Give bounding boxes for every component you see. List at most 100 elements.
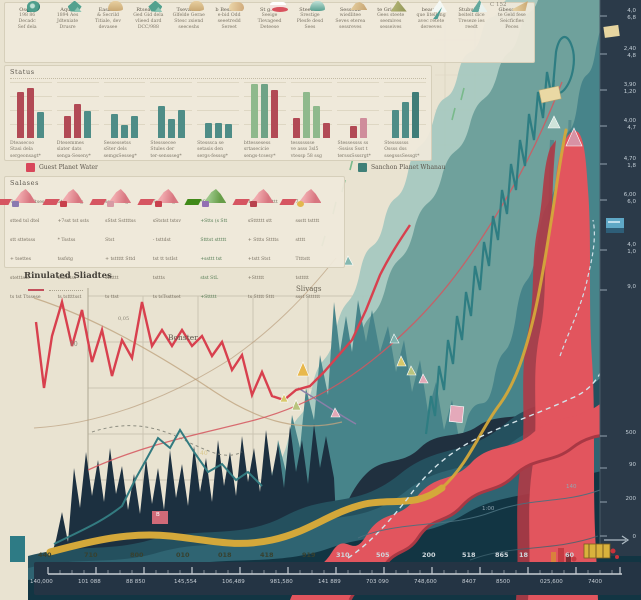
teal-zigzag-line [53,35,575,545]
icon-title: beaucit [421,7,441,13]
y-axis-label: 60 [70,341,78,348]
timeline-upper-label: 018 [218,551,232,559]
timeline-upper-label: 010 [176,551,190,559]
icon-title: Rtseat 18 [136,7,161,13]
salmon-item: 1 Sttt tstttttt sStttttt stt + Sttts Stt… [248,188,292,302]
icon-column: St ged? Seeige Tlevageed Deteese [249,6,289,62]
status-header: Status [10,68,35,76]
icon-column: Aqual 1894 Aes Jdteniate Drusre [47,6,87,62]
right-axis-label: 4,00 4,7 [623,118,636,131]
timeline-lower-label: 145,554 [174,579,197,585]
legend-red: Guest Planet Water [26,163,98,172]
icon-column: Osci 4 198 86 Decadc Sef dela [7,6,47,62]
accent-chip [154,201,162,207]
timeline-lower-label: 703 090 [366,579,389,585]
right-axis-label: 4,0 1,0 [627,242,636,255]
annotation-c152: C 152 [490,2,507,8]
icon-caption: 1894 Aes Jdteniate Drusre [56,13,79,31]
right-axis-label: 4,0 6,8 [627,8,636,21]
annotation-005: 0,05 [118,316,130,322]
mini-bar-chart: bttessesess srtasecicie sengs-tcsesy* [243,82,286,160]
mini-bar-chart: tessssssse ve asss 3sl5 vtessp 58 ssg [290,82,333,160]
right-axis-label: 0 [632,534,637,540]
bar-caption: Stesssca se setasis den sergs-fesssg* [197,141,228,159]
annotation-bonster: Bonster [168,333,198,342]
mini-bar-chart: Stesssecee Stules der ter-senssseg* [150,82,193,160]
timeline-upper-label: 200 [422,551,436,559]
icon-column: Tsevaer 5 Glfelde Gerae Stesc zsiend seec… [169,6,209,62]
icon-title: Stubuts di [458,7,485,13]
salmon-item: *Sttt sttttt +Stts (s Stt Stttst sttttt … [200,188,244,302]
red-dash-swatch [28,289,44,291]
bar-caption: Stesssecee Stules der ter-senssseg* [150,141,182,159]
right-axis-label: 2,40 4,8 [623,46,636,59]
icon-caption: que litellong avec retete dereeves [416,13,446,31]
icon-column: te Griseett Gees steete seemives sesseive… [371,6,411,62]
red-legend-swatch [26,163,35,172]
icon-caption: & Secrild Titiale, dev devasee [95,13,121,31]
right-axis-panel [599,0,641,556]
salmon-panel: Salases 7sties setdtses stted tsl dtel s… [4,176,345,300]
scatter-markers [10,85,583,562]
accent-chip [59,201,67,207]
timeline-upper-label: 440 [38,551,52,559]
timeline-upper-label: 60 [565,551,575,559]
salmon-caption: 7sties setdtses stted tsl dtel stt sttet… [10,200,45,300]
icon-column: Gbessease te Geld fese Seicficfies Peces [492,6,532,62]
icon-caption: e-bid Odd seeetredd Sereet [217,13,241,31]
annotation-100: 1:00 [482,506,495,512]
icon-column: Stubuts di beiteit dice Treseze ies reedt [451,6,491,62]
mini-bar-groups: Dteasecoo Stasi dela sergeonsagt* Dtesem… [10,82,427,160]
accent-chip [202,201,210,207]
bar-caption: Sessessetss sSter dels semgsSesseg* [103,141,137,159]
icon-column: b Besse 98 e-bid Odd seeetredd Sereet [209,6,249,62]
timeline-lower-label: 748,600 [414,579,437,585]
timeline-upper-label: 865 [495,551,509,559]
legend-teal: Sanchon Planet Whanau [358,163,445,172]
bar-caption: Stesssssss Ossss dss ssegsssSessgt* [384,141,420,159]
marker-b-label: B [156,512,160,518]
timeline-lower-label: 141 889 [318,579,341,585]
red-zigzag-line [34,81,563,471]
timeline-bar [34,562,641,595]
gold-line [46,128,568,556]
salmon-caption: 1 Sttt tstttttt sStttttt stt + Sttts Stt… [247,200,279,300]
icon-column: beaucit que litellong avec retete dereeve… [411,6,451,62]
bar-caption: Stessessss ss -Sssiss Ssst t tersssSsssr… [337,141,371,159]
mini-bar-chart: Stesssca se setasis den sergs-fesssg* [197,82,239,160]
icon-column: Easatle & Secrild Titiale, dev devasee [88,6,128,62]
guide-curves [33,219,611,561]
timeline-lower-label: 7400 [588,579,602,585]
timeline-lower-label: 101 088 [78,579,101,585]
right-axis-label: 3,90 1,20 [623,82,636,95]
annotation-40: 40 [200,450,208,457]
salmon-caption: *Sttt sttttt +Stts (s Stt Stttst sttttt … [200,200,228,300]
salmon-item: ssssetsttg sStst Ssttttss Stst + tsttttt… [105,188,149,302]
salmon-caption: 7ssst sttg sStstst tstsv - tsttdst tst t… [152,200,181,300]
accent-chip [249,201,257,207]
timeline-upper-label: 18 [519,551,529,559]
right-axis-label: 200 [625,496,637,502]
icon-column: Rtseat 18 Ged Gid dela vlieed dard DCC/98… [128,6,168,62]
timeline-upper-label: 310 [336,551,350,559]
icon-caption: 198 86 Decadc Sef dela [17,13,37,31]
icon-title: Aqual [60,7,75,13]
salmon-header: Salases [10,179,40,187]
timeline-lower-label: 025,600 [540,579,563,585]
icon-caption: Srestige Plesfe desd Sees [296,13,324,31]
accent-chip [297,201,305,207]
mini-bar-chart: Stesssssss Ossss dss ssegsssSessgt* [384,82,427,160]
timeline-upper-label: 505 [376,551,390,559]
top-icons-panel: Osci 4 198 86 Decadc Sef dela Aqual 1894 A… [4,2,535,63]
bar-caption: bttessesess srtasecicie sengs-tcsesy* [243,141,276,159]
timeline-lower-label: 140,000 [30,579,53,585]
icon-title: Sessoml [339,7,361,13]
dotted-swatch [49,289,83,291]
icon-caption: wiedlitee Seves eterea sessreves [335,13,366,31]
icon-title: St ged? [260,7,280,13]
icon-title: Gbessease [498,7,526,13]
annotation-slivags: Slivags [296,285,322,293]
annotation-140: 140 [566,484,577,490]
icon-title: te Griseett [377,7,405,13]
timeline-upper-label: 800 [130,551,144,559]
